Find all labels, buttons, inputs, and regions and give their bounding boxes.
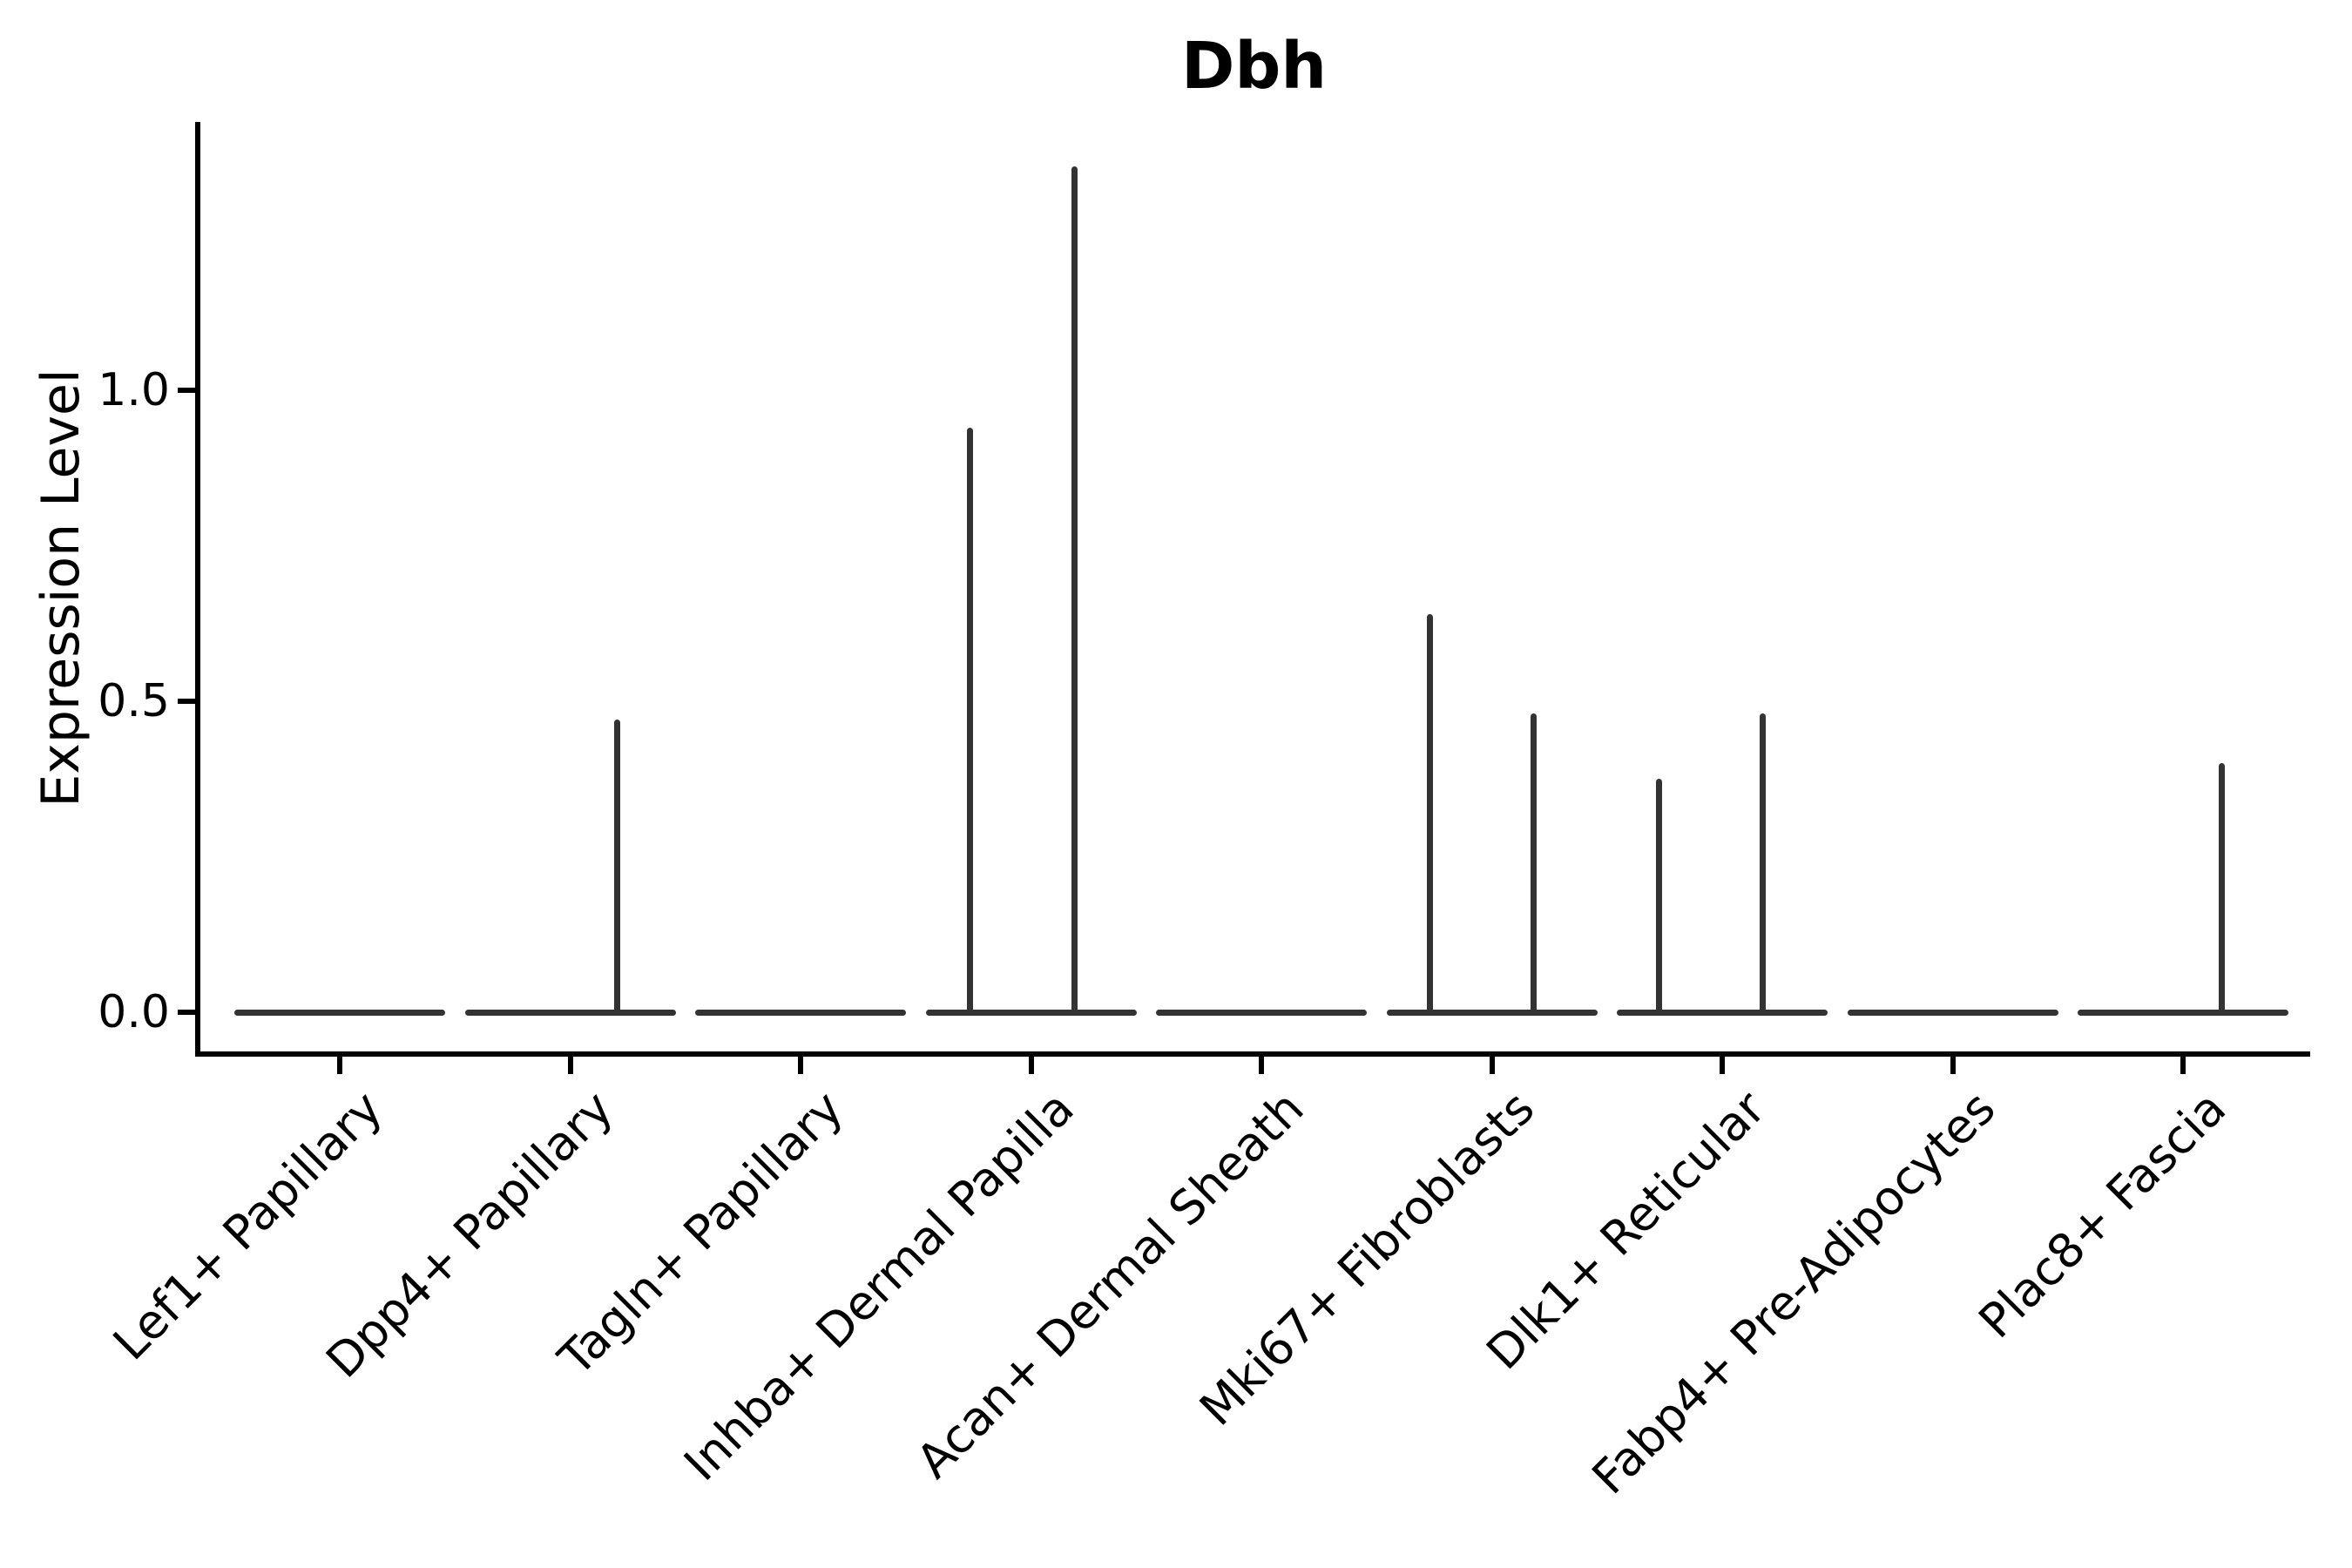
violin-spike (967, 427, 973, 1015)
x-tick (337, 1057, 342, 1074)
x-tick (1720, 1057, 1725, 1074)
violin-body (1617, 1009, 1828, 1016)
y-tick (178, 699, 195, 704)
violin-spike (2218, 763, 2225, 1015)
x-tick-label: Plac8+ Fascia (1968, 1080, 2237, 1349)
violin-spike (1071, 166, 1078, 1015)
y-tick-label: 0.0 (98, 986, 170, 1038)
x-tick (2180, 1057, 2186, 1074)
y-tick (178, 388, 195, 393)
violin-spike (1427, 614, 1433, 1015)
y-axis-label: Expression Level (30, 368, 91, 808)
violin-body (1847, 1009, 2058, 1016)
violin-body (234, 1009, 445, 1016)
x-tick (1950, 1057, 1956, 1074)
chart-title: Dbh (1180, 29, 1328, 104)
violin-spike (614, 720, 620, 1015)
violin-body (1386, 1009, 1598, 1016)
violin-body (925, 1009, 1137, 1016)
x-tick-label: Acan+ Dermal Sheath (906, 1080, 1315, 1489)
x-axis-spine (195, 1051, 2310, 1057)
x-tick (798, 1057, 803, 1074)
violin-spike (1655, 779, 1662, 1015)
violin-body (464, 1009, 676, 1016)
violin-spike (1531, 713, 1537, 1015)
x-tick-label: Inhba+ Dermal Papilla (673, 1080, 1085, 1491)
violin-spike (1759, 713, 1766, 1015)
violin-body (695, 1009, 906, 1016)
y-tick-label: 0.5 (98, 675, 170, 727)
x-tick (567, 1057, 573, 1074)
y-axis-spine (195, 122, 200, 1057)
x-tick (1259, 1057, 1264, 1074)
violin-body (1156, 1009, 1367, 1016)
x-tick (1028, 1057, 1034, 1074)
violin-body (2078, 1009, 2288, 1016)
x-tick-label: Fabp4+ Pre-Adipocytes (1581, 1080, 2006, 1505)
y-tick-label: 1.0 (98, 364, 170, 416)
y-tick (178, 1010, 195, 1015)
x-tick (1489, 1057, 1495, 1074)
